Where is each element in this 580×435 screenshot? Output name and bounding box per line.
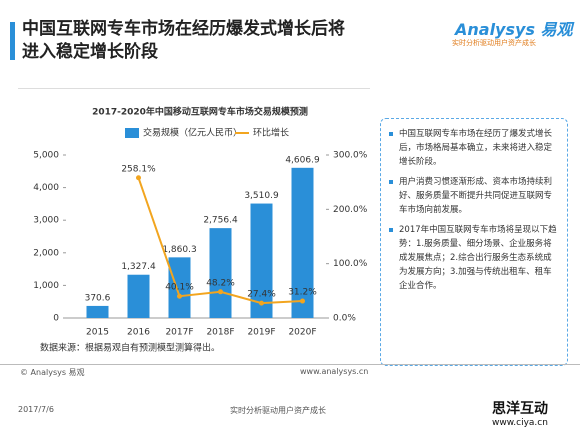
bar	[291, 167, 314, 318]
accent-bar	[10, 22, 15, 60]
chart: 2017-2020年中国移动互联网专车市场交易规模预测 0 1,000 2,000 3,…	[33, 106, 368, 354]
y-tick-label: 1,000	[33, 281, 59, 291]
y-tick-label: 3,000	[33, 216, 59, 226]
y2-tick-label: 300.0%	[333, 151, 368, 161]
point	[300, 298, 305, 304]
bar	[86, 305, 109, 318]
bar	[209, 228, 232, 318]
value-label: 370.6	[85, 293, 111, 303]
notes-box: 中国互联网专车市场在经历了爆发式增长后，市场格局基本确立，未来将进入稳定增长阶段…	[380, 118, 568, 366]
tagline: 实时分析驱动用户资产成长	[452, 39, 536, 47]
x-tick-label: 2019F	[247, 328, 275, 338]
y2-tick-label: 0.0%	[333, 314, 356, 324]
x-tick-label: 2017F	[165, 328, 193, 338]
value-label: 2,756.4	[203, 216, 238, 226]
legend-swatch	[125, 128, 139, 138]
y-tick-label: 2,000	[33, 248, 59, 258]
y2-tick-label: 100.0%	[333, 259, 368, 269]
value-label: 258.1%	[121, 164, 156, 174]
value-label: 1,327.4	[121, 262, 156, 272]
footer-line	[0, 364, 580, 365]
note: 用户消费习惯逐渐形成、资本市场持续利好、服务质量不断提升共同促进互联网专车市场向…	[389, 175, 559, 217]
title-line: 中国互联网专车市场在经历爆发式增长后将	[22, 19, 345, 39]
x-tick-label: 2020F	[288, 328, 316, 338]
bar	[250, 203, 273, 318]
legend-label: 环比增长	[253, 127, 289, 139]
point	[218, 289, 223, 295]
value-label: 27.4%	[247, 290, 276, 300]
y-tick-label: 4,000	[33, 183, 59, 193]
slogan: 实时分析驱动用户资产成长	[230, 406, 326, 415]
value-label: 40.1%	[165, 283, 194, 293]
value-label: 3,510.9	[244, 191, 279, 201]
y-tick-label: 0	[53, 314, 59, 324]
watermark-site: www.ciya.cn	[492, 418, 548, 428]
chart-title: 2017-2020年中国移动互联网专车市场交易规模预测	[92, 106, 308, 118]
legend-label: 交易规模（亿元人民币）	[143, 127, 242, 139]
value-label: 31.2%	[288, 288, 317, 298]
copyright: © Analysys 易观	[20, 368, 85, 377]
value-label: 4,606.9	[285, 155, 320, 165]
note: 2017年中国互联网专车市场将呈现以下趋势：1.服务质量、细分场景、企业服务将成…	[389, 223, 559, 293]
point	[259, 300, 264, 306]
value-label: 48.2%	[206, 278, 235, 288]
site: www.analysys.cn	[300, 367, 369, 376]
watermark: 思洋互动	[492, 401, 548, 417]
bar	[168, 257, 191, 318]
date: 2017/7/6	[18, 405, 54, 414]
note: 中国互联网专车市场在经历了爆发式增长后，市场格局基本确立，未来将进入稳定增长阶段…	[389, 127, 559, 169]
value-label: 1,860.3	[162, 245, 196, 255]
x-tick-label: 2015	[86, 328, 109, 338]
y-tick-label: 5,000	[33, 151, 59, 161]
bar	[127, 274, 150, 318]
logo: Analysys 易观	[455, 20, 573, 39]
x-tick-label: 2016	[127, 328, 150, 338]
y2-tick-label: 200.0%	[333, 205, 368, 215]
source: 数据来源：根据易观自有预测模型测算得出。	[40, 342, 220, 354]
point	[136, 175, 141, 181]
divider	[18, 88, 370, 89]
title-line: 进入稳定增长阶段	[22, 42, 158, 62]
slide-title: 中国互联网专车市场在经历爆发式增长后将 进入稳定增长阶段	[22, 18, 345, 64]
point	[177, 293, 182, 299]
x-tick-label: 2018F	[206, 328, 234, 338]
